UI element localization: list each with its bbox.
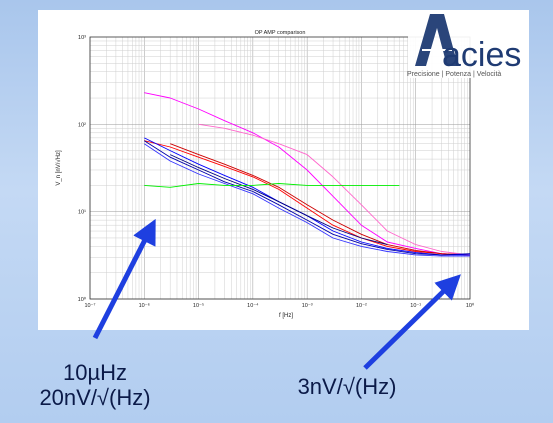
arrow-to-10uhz-point <box>92 218 156 340</box>
annotation-right-noise: 3nV/√(Hz) <box>297 374 397 399</box>
x-tick-label: 10⁻⁶ <box>139 302 150 309</box>
series-line-3 <box>144 140 471 256</box>
figure-panel: 10⁻⁷ 10⁻⁶ 10⁻⁵ 10⁻⁴ 10⁻³ 10⁻² 10⁻¹ 10⁰ 10⁰ 10¹ 10²… <box>38 10 529 330</box>
tick-layer: 10⁻⁷ 10⁻⁶ 10⁻⁵ 10⁻⁴ 10⁻³ 10⁻² 10⁻¹ 10⁰ 10⁰ 10¹ 10²… <box>78 35 475 309</box>
x-tick-label: 10⁻⁷ <box>84 302 95 309</box>
arrow-to-3nv-point <box>363 274 461 370</box>
x-tick-label: 10⁻³ <box>302 303 313 309</box>
logo-a-mark <box>415 14 458 66</box>
op-amp-noise-chart: 10⁻⁷ 10⁻⁶ 10⁻⁵ 10⁻⁴ 10⁻³ 10⁻² 10⁻¹ 10⁰ 10⁰ 10¹ 10²… <box>55 14 529 319</box>
plot-frame <box>89 36 471 300</box>
series-line-1 <box>144 92 471 256</box>
y-tick-label: 10⁰ <box>78 296 87 303</box>
series-line-7 <box>144 143 470 257</box>
series-line-6 <box>144 140 471 256</box>
chart-title: OP AMP comparison <box>255 30 306 36</box>
grid-layer <box>89 37 470 300</box>
series-line-9 <box>144 183 400 188</box>
series-line-4 <box>170 143 471 256</box>
series-line-2 <box>198 123 471 256</box>
y-tick-label: 10² <box>78 122 86 128</box>
x-tick-label: 10⁻¹ <box>410 303 421 309</box>
x-tick-label: 10⁰ <box>466 302 475 309</box>
logo-tagline: Precisione | Potenza | Velocità <box>407 71 501 78</box>
annotation-left-noise: 20nV/√(Hz) <box>39 385 151 410</box>
series-line-8 <box>170 154 388 246</box>
series-layer <box>144 92 471 257</box>
logo-text: acies <box>442 36 521 74</box>
y-tick-label: 10³ <box>78 35 86 41</box>
annotation-left-frequency: 10µHz <box>62 360 128 385</box>
x-tick-label: 10⁻² <box>356 303 367 309</box>
y-tick-label: 10¹ <box>78 210 86 216</box>
x-axis-label: f [Hz] <box>279 313 293 319</box>
annotation-right: 3nV/√(Hz) <box>272 374 422 399</box>
acies-logo: acies Precisione | Potenza | Velocità <box>407 14 529 78</box>
y-axis-label: V_n [nV/√Hz] <box>55 150 62 186</box>
x-tick-label: 10⁻⁵ <box>193 302 204 309</box>
annotation-left: 10µHz 20nV/√(Hz) <box>20 360 170 410</box>
x-tick-label: 10⁻⁴ <box>247 302 259 309</box>
